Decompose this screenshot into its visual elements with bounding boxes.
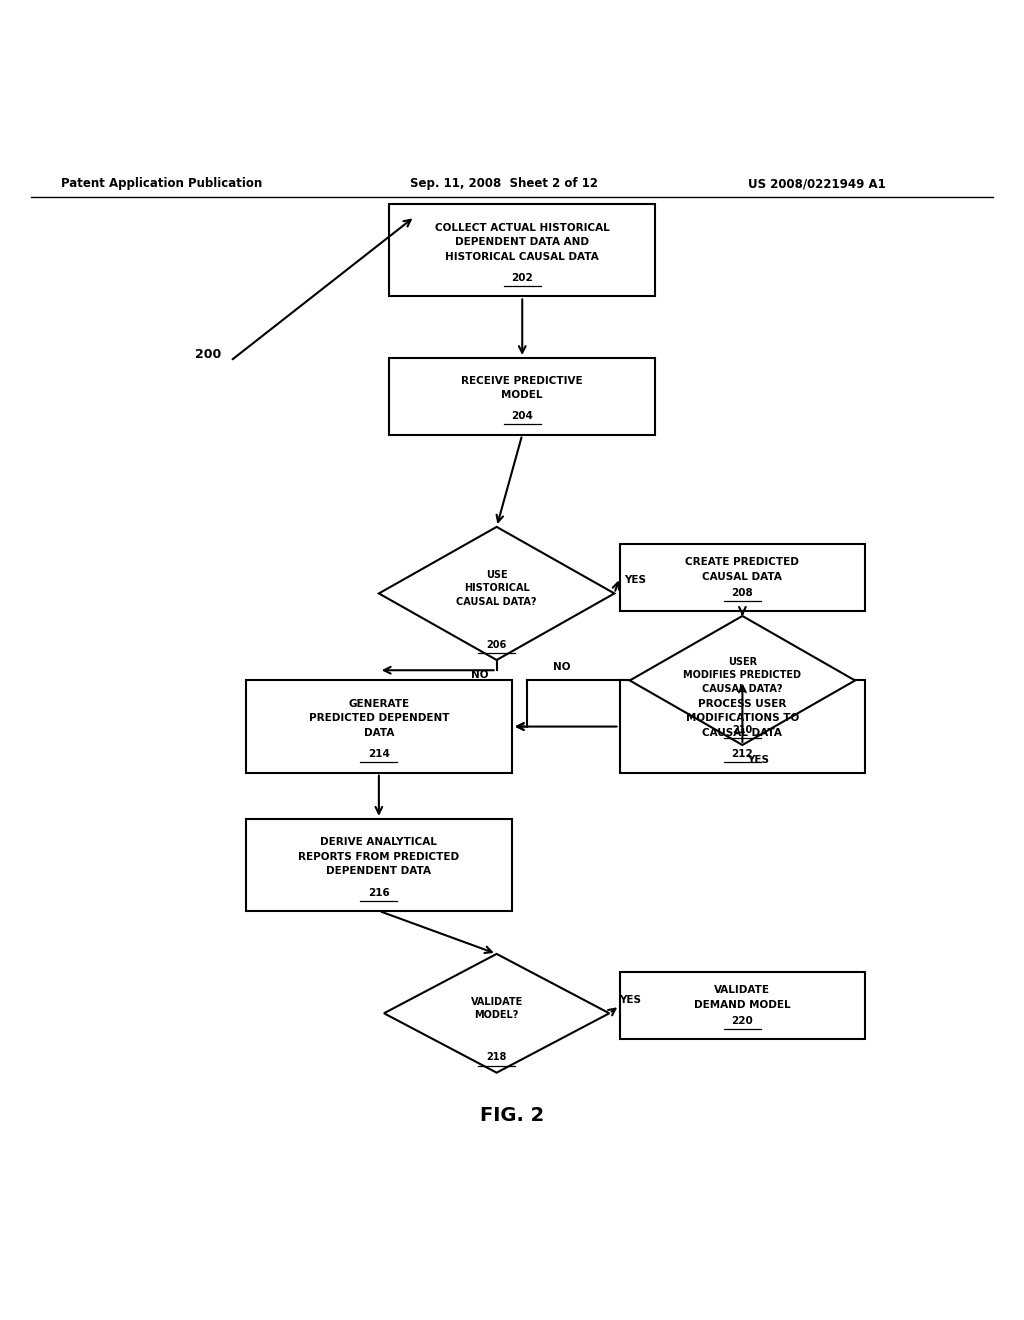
Text: RECEIVE PREDICTIVE: RECEIVE PREDICTIVE bbox=[462, 376, 583, 385]
Text: 214: 214 bbox=[368, 750, 390, 759]
Text: DEPENDENT DATA AND: DEPENDENT DATA AND bbox=[456, 238, 589, 247]
Text: REPORTS FROM PREDICTED: REPORTS FROM PREDICTED bbox=[298, 851, 460, 862]
Text: MODIFIES PREDICTED: MODIFIES PREDICTED bbox=[683, 671, 802, 680]
FancyBboxPatch shape bbox=[389, 358, 655, 434]
Text: 220: 220 bbox=[731, 1015, 754, 1026]
Text: USE: USE bbox=[485, 570, 508, 579]
Text: 206: 206 bbox=[486, 640, 507, 649]
Text: 218: 218 bbox=[486, 1052, 507, 1063]
Text: 212: 212 bbox=[731, 750, 754, 759]
Text: YES: YES bbox=[620, 995, 641, 1005]
Text: US 2008/0221949 A1: US 2008/0221949 A1 bbox=[748, 177, 886, 190]
FancyBboxPatch shape bbox=[246, 818, 512, 911]
Text: 200: 200 bbox=[195, 348, 221, 360]
FancyBboxPatch shape bbox=[620, 973, 865, 1039]
Text: CAUSAL DATA: CAUSAL DATA bbox=[702, 727, 782, 738]
Text: USER: USER bbox=[728, 657, 757, 667]
Text: DERIVE ANALYTICAL: DERIVE ANALYTICAL bbox=[321, 837, 437, 847]
Text: VALIDATE: VALIDATE bbox=[470, 997, 523, 1007]
Polygon shape bbox=[630, 616, 855, 744]
Text: Patent Application Publication: Patent Application Publication bbox=[61, 177, 263, 190]
Text: Sep. 11, 2008  Sheet 2 of 12: Sep. 11, 2008 Sheet 2 of 12 bbox=[410, 177, 598, 190]
Text: 210: 210 bbox=[732, 725, 753, 735]
FancyBboxPatch shape bbox=[620, 681, 865, 772]
Polygon shape bbox=[384, 954, 609, 1073]
Text: PREDICTED DEPENDENT: PREDICTED DEPENDENT bbox=[308, 713, 450, 723]
Text: FIG. 2: FIG. 2 bbox=[480, 1106, 544, 1125]
Text: 208: 208 bbox=[731, 587, 754, 598]
Text: NO: NO bbox=[553, 663, 570, 672]
FancyBboxPatch shape bbox=[389, 205, 655, 297]
Text: DEMAND MODEL: DEMAND MODEL bbox=[694, 999, 791, 1010]
Text: CREATE PREDICTED: CREATE PREDICTED bbox=[685, 557, 800, 568]
Text: 204: 204 bbox=[511, 412, 534, 421]
Text: MODEL?: MODEL? bbox=[474, 1010, 519, 1020]
Polygon shape bbox=[379, 527, 614, 660]
Text: NO: NO bbox=[471, 671, 488, 680]
Text: VALIDATE: VALIDATE bbox=[715, 985, 770, 995]
FancyBboxPatch shape bbox=[620, 544, 865, 611]
Text: HISTORICAL: HISTORICAL bbox=[464, 583, 529, 593]
FancyBboxPatch shape bbox=[246, 681, 512, 772]
Text: MODIFICATIONS TO: MODIFICATIONS TO bbox=[686, 713, 799, 723]
Text: CAUSAL DATA?: CAUSAL DATA? bbox=[702, 684, 782, 694]
Text: CAUSAL DATA: CAUSAL DATA bbox=[702, 572, 782, 582]
Text: 216: 216 bbox=[368, 887, 390, 898]
Text: HISTORICAL CAUSAL DATA: HISTORICAL CAUSAL DATA bbox=[445, 252, 599, 261]
Text: DATA: DATA bbox=[364, 727, 394, 738]
Text: PROCESS USER: PROCESS USER bbox=[698, 700, 786, 709]
Text: YES: YES bbox=[625, 576, 646, 585]
Text: MODEL: MODEL bbox=[502, 391, 543, 400]
Text: YES: YES bbox=[748, 755, 769, 766]
Text: GENERATE: GENERATE bbox=[348, 700, 410, 709]
Text: 202: 202 bbox=[511, 273, 534, 284]
Text: COLLECT ACTUAL HISTORICAL: COLLECT ACTUAL HISTORICAL bbox=[435, 223, 609, 232]
Text: DEPENDENT DATA: DEPENDENT DATA bbox=[327, 866, 431, 876]
Text: CAUSAL DATA?: CAUSAL DATA? bbox=[457, 597, 537, 607]
